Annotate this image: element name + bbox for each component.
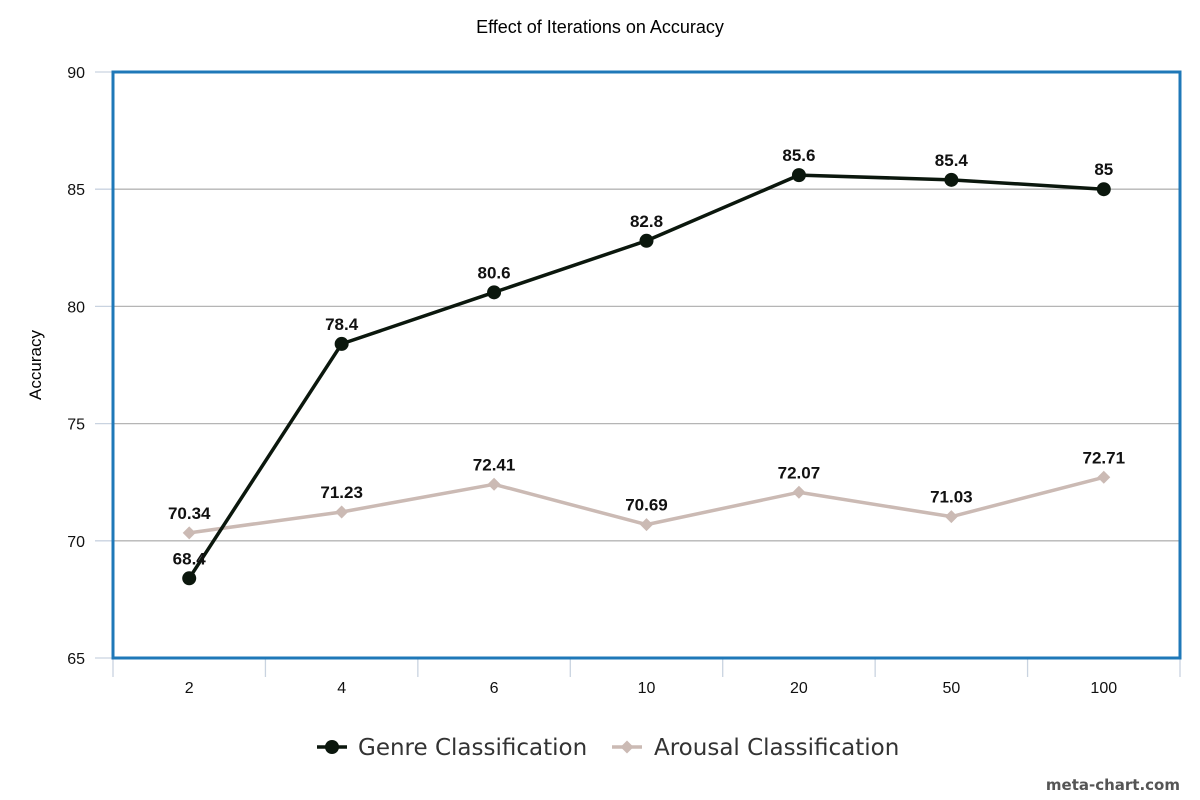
arousal-point xyxy=(1097,470,1111,484)
arousal-data-label: 72.71 xyxy=(1083,448,1126,467)
y-axis-ticks: 65 70 75 80 85 90 xyxy=(67,65,113,668)
genre-data-label: 68.4 xyxy=(173,549,207,568)
x-tick-label: 100 xyxy=(1090,680,1117,697)
genre-data-label: 80.6 xyxy=(478,263,511,282)
arousal-point xyxy=(640,518,653,532)
genre-data-label: 85.4 xyxy=(935,151,969,170)
arousal-point xyxy=(182,526,196,540)
y-tick-label: 85 xyxy=(67,182,85,199)
genre-point xyxy=(791,168,806,183)
arousal-data-label: 70.34 xyxy=(168,504,211,523)
y-tick-label: 70 xyxy=(67,534,85,551)
y-axis-label: Accuracy xyxy=(26,330,45,400)
gridlines xyxy=(113,71,1180,659)
arousal-data-label: 71.23 xyxy=(320,483,363,502)
x-tick-label: 4 xyxy=(337,680,346,697)
genre-data-label: 85 xyxy=(1094,160,1113,179)
genre-point xyxy=(487,285,502,300)
legend: Genre Classification Arousal Classificati… xyxy=(317,735,899,761)
arousal-data-label: 70.69 xyxy=(625,496,668,515)
legend-marker xyxy=(325,740,339,754)
y-tick-label: 75 xyxy=(67,417,85,434)
genre-point xyxy=(182,571,197,586)
x-tick-label: 50 xyxy=(942,680,960,697)
arousal-point xyxy=(792,485,806,499)
x-tick-label: 10 xyxy=(638,680,656,697)
y-tick-label: 80 xyxy=(67,299,85,316)
y-tick-label: 90 xyxy=(67,65,85,82)
arousal-data-label: 71.03 xyxy=(930,488,973,507)
arousal-point xyxy=(487,477,501,491)
x-tick-label: 2 xyxy=(185,680,194,697)
genre-data-label: 82.8 xyxy=(630,212,663,231)
genre-point xyxy=(639,233,654,248)
series-layer xyxy=(182,168,1111,586)
legend-label[interactable]: Genre Classification xyxy=(358,735,587,761)
data-labels: 68.4 78.4 80.6 82.8 85.6 85.4 85 70.34 71.23 72.4… xyxy=(168,146,1125,568)
arousal-data-label: 72.41 xyxy=(473,455,516,474)
genre-data-label: 85.6 xyxy=(782,146,815,165)
y-tick-label: 65 xyxy=(67,651,85,668)
genre-data-label: 78.4 xyxy=(325,315,359,334)
arousal-data-label: 72.07 xyxy=(778,463,821,482)
x-tick-label: 6 xyxy=(490,680,499,697)
arousal-point xyxy=(944,510,958,524)
arousal-point xyxy=(335,505,349,519)
x-axis: 2 4 6 10 20 50 100 xyxy=(112,658,1181,697)
genre-point xyxy=(944,172,959,187)
legend-marker xyxy=(620,740,634,754)
genre-point xyxy=(1096,182,1111,197)
chart-title: Effect of Iterations on Accuracy xyxy=(476,17,724,37)
plot-area-frame xyxy=(111,70,1182,660)
legend-label[interactable]: Arousal Classification xyxy=(654,735,899,761)
genre-point xyxy=(334,336,349,351)
x-tick-label: 20 xyxy=(790,680,808,697)
watermark-text: meta-chart.com xyxy=(1046,776,1180,794)
